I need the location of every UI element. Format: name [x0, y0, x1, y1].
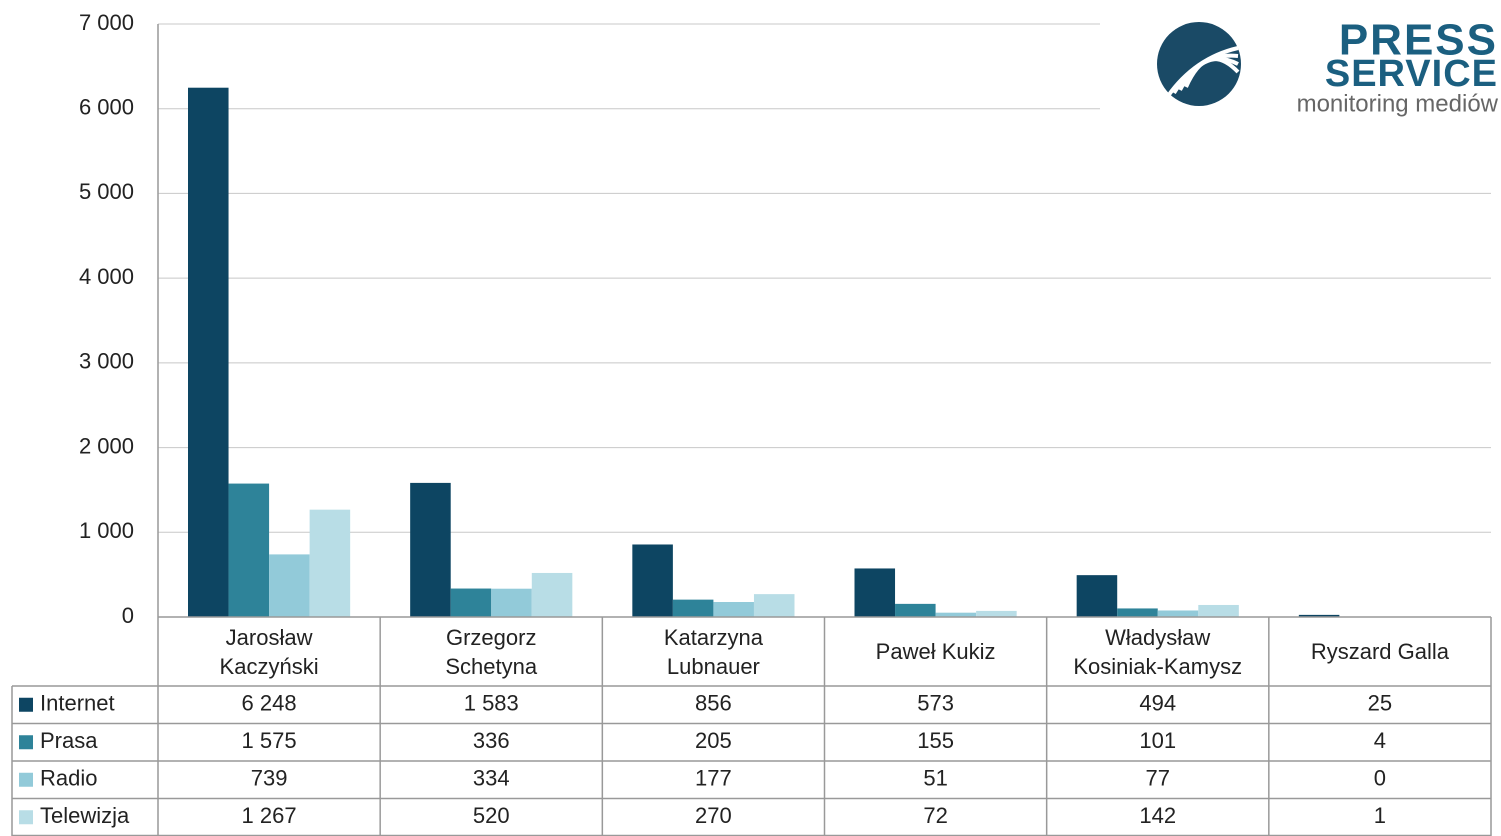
bar: [1076, 575, 1118, 617]
data-label: 0: [1374, 766, 1386, 791]
data-label: 51: [923, 766, 947, 791]
bar: [935, 612, 977, 617]
data-label: 739: [251, 766, 288, 791]
data-label: 336: [473, 728, 510, 753]
x-tick-label: Katarzyna Lubnauer: [663, 624, 763, 679]
y-tick-label: 5 000: [79, 179, 134, 204]
bar: [1117, 608, 1158, 617]
bar: [309, 509, 351, 617]
legend-label: Radio: [40, 766, 97, 791]
legend-label: Telewizja: [40, 803, 130, 828]
x-tick-label: Ryszard Galla: [1310, 639, 1449, 664]
data-label: 270: [695, 803, 732, 828]
logo-swoosh: [1184, 57, 1240, 88]
x-tick-label: Władysław Kosiniak-Kamysz: [1073, 624, 1243, 679]
data-label: 4: [1374, 728, 1386, 753]
data-label: 520: [473, 803, 510, 828]
data-label: 25: [1368, 691, 1392, 716]
bar: [976, 610, 1017, 617]
bar: [672, 599, 714, 617]
data-label: 77: [1146, 766, 1170, 791]
legend-label: Internet: [40, 691, 115, 716]
bar: [1198, 604, 1239, 617]
bar: [632, 544, 673, 617]
data-label: 1 575: [242, 728, 297, 753]
y-tick-label: 6 000: [79, 95, 134, 120]
data-label: 72: [923, 803, 947, 828]
data-label: 856: [695, 691, 732, 716]
category-cell: Jarosław Kaczyński: [219, 624, 319, 679]
logo-title: SERVICE: [1325, 53, 1498, 95]
bar: [188, 87, 229, 617]
data-label: 101: [1139, 728, 1176, 753]
logo-title: PRESS: [1339, 16, 1498, 65]
bar: [531, 572, 573, 617]
y-tick-label: 0: [122, 603, 134, 628]
bar: [895, 603, 936, 617]
data-label: 177: [695, 766, 732, 791]
x-tick-label: Grzegorz Schetyna: [445, 624, 538, 679]
data-label: 6 248: [242, 691, 297, 716]
data-label: 334: [473, 766, 510, 791]
category-cell: Władysław Kosiniak-Kamysz: [1073, 624, 1243, 679]
legend-swatch: [19, 697, 33, 712]
data-label: 494: [1139, 691, 1176, 716]
legend-label: Prasa: [40, 728, 98, 753]
bar: [269, 554, 310, 617]
bar: [228, 483, 270, 617]
y-tick-label: 3 000: [79, 349, 134, 374]
data-label: 1: [1374, 803, 1386, 828]
legend-swatch: [19, 772, 33, 787]
bar: [410, 482, 451, 617]
bar: [753, 594, 795, 617]
logo-tagline: monitoring mediów: [1297, 90, 1499, 117]
y-tick-label: 7 000: [79, 10, 134, 35]
data-label: 205: [695, 728, 732, 753]
data-label: 142: [1139, 803, 1176, 828]
y-tick-label: 2 000: [79, 433, 134, 458]
y-tick-label: 1 000: [79, 518, 134, 543]
bar: [1298, 614, 1340, 617]
category-cell: Katarzyna Lubnauer: [663, 624, 763, 679]
data-label: 155: [917, 728, 954, 753]
data-label: 573: [917, 691, 954, 716]
y-tick-label: 4 000: [79, 264, 134, 289]
x-tick-label: Jarosław Kaczyński: [219, 624, 319, 679]
bar: [1157, 610, 1199, 617]
category-cell: Ryszard Galla: [1310, 639, 1449, 664]
category-cell: Paweł Kukiz: [875, 639, 996, 664]
bar: [491, 588, 532, 617]
legend-swatch: [19, 810, 33, 825]
bar: [713, 602, 754, 617]
data-label: 1 267: [242, 803, 297, 828]
bar: [854, 568, 896, 617]
category-cell: Grzegorz Schetyna: [445, 624, 538, 679]
bar: [450, 588, 492, 617]
x-tick-label: Paweł Kukiz: [875, 639, 996, 664]
data-label: 1 583: [464, 691, 519, 716]
legend-swatch: [19, 735, 33, 750]
